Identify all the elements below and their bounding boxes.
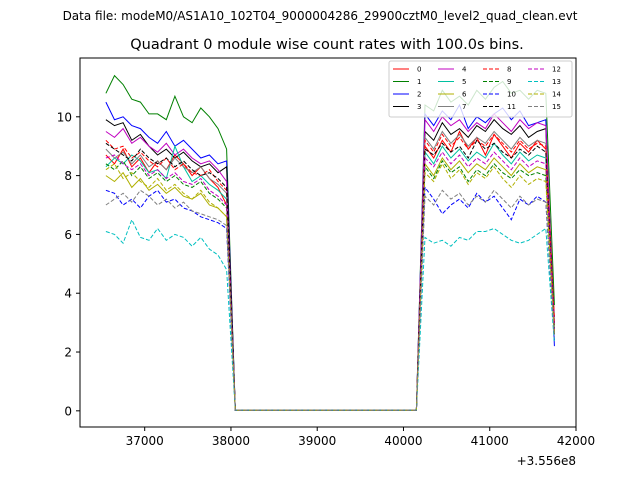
legend-label-1: 1: [417, 78, 421, 86]
y-tick-label: 10: [57, 110, 72, 124]
legend-box: [388, 60, 573, 118]
y-tick-label: 0: [64, 404, 72, 418]
chart-title: Quadrant 0 module wise count rates with …: [130, 37, 524, 53]
legend-label-12: 12: [552, 66, 561, 74]
legend-label-15: 15: [552, 103, 561, 111]
x-offset-label: +3.556e8: [517, 454, 576, 468]
legend-label-13: 13: [552, 78, 561, 86]
legend-label-4: 4: [462, 66, 467, 74]
x-tick-label: 42000: [557, 434, 595, 448]
x-axis: 37000 38000 39000 40000 41000 42000: [126, 427, 595, 448]
legend-label-5: 5: [462, 78, 466, 86]
y-axis: 0 2 4 6 8 10: [57, 110, 80, 418]
legend-label-2: 2: [417, 91, 421, 99]
y-tick-label: 6: [64, 228, 72, 242]
x-tick-label: 40000: [384, 434, 422, 448]
legend-label-11: 11: [507, 103, 516, 111]
legend-label-0: 0: [417, 66, 421, 74]
legend-label-10: 10: [507, 91, 516, 99]
legend-label-6: 6: [462, 91, 467, 99]
chart-suptitle: Data file: modeM0/AS1A10_102T04_90000042…: [63, 9, 578, 23]
x-tick-label: 41000: [471, 434, 509, 448]
legend-label-8: 8: [507, 66, 511, 74]
x-tick-label: 38000: [212, 434, 250, 448]
legend-label-3: 3: [417, 103, 421, 111]
y-tick-label: 4: [64, 287, 72, 301]
y-tick-label: 8: [64, 169, 72, 183]
series-lines: [105, 74, 555, 411]
legend-label-14: 14: [552, 91, 561, 99]
series-line-15: [105, 189, 555, 411]
series-line-9: [105, 159, 555, 411]
legend-label-7: 7: [462, 103, 466, 111]
y-tick-label: 2: [64, 346, 72, 360]
x-tick-label: 39000: [298, 434, 336, 448]
x-tick-label: 37000: [126, 434, 164, 448]
legend-label-9: 9: [507, 78, 511, 86]
plot-area: [79, 57, 577, 428]
